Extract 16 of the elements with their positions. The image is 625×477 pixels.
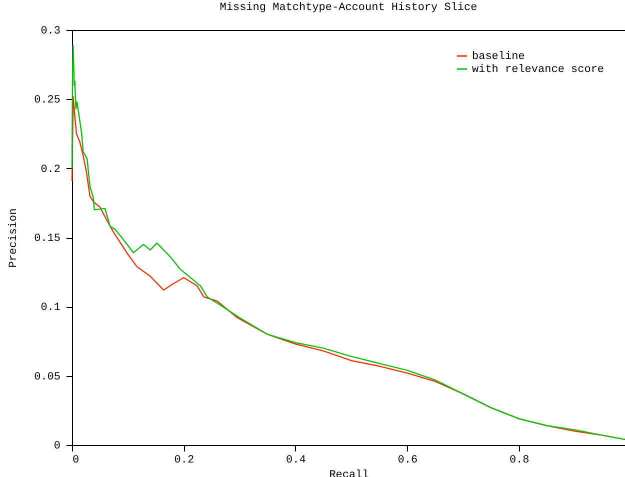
x-tick-label: 0.4 — [286, 454, 306, 466]
y-tick-label: 0.25 — [34, 94, 60, 107]
y-axis-title: Precision — [8, 208, 20, 268]
y-tick-label: 0.05 — [34, 371, 60, 384]
legend-label: baseline — [472, 51, 525, 63]
x-tick-label: 0 — [72, 454, 80, 466]
y-tick-label: 0.2 — [40, 164, 60, 176]
legend-label: with relevance score — [472, 64, 604, 76]
y-tick-label: 0.15 — [34, 233, 60, 245]
y-tick-label: 0.3 — [40, 26, 60, 38]
y-tick-label: 0 — [54, 440, 60, 452]
chart-title: Missing Matchtype-Account History Slice — [220, 2, 478, 14]
x-tick-label: 0.6 — [398, 454, 418, 466]
x-tick-label: 0.8 — [509, 454, 530, 466]
x-tick-label: 0.2 — [174, 454, 194, 466]
y-tick-label: 0.1 — [40, 302, 61, 314]
